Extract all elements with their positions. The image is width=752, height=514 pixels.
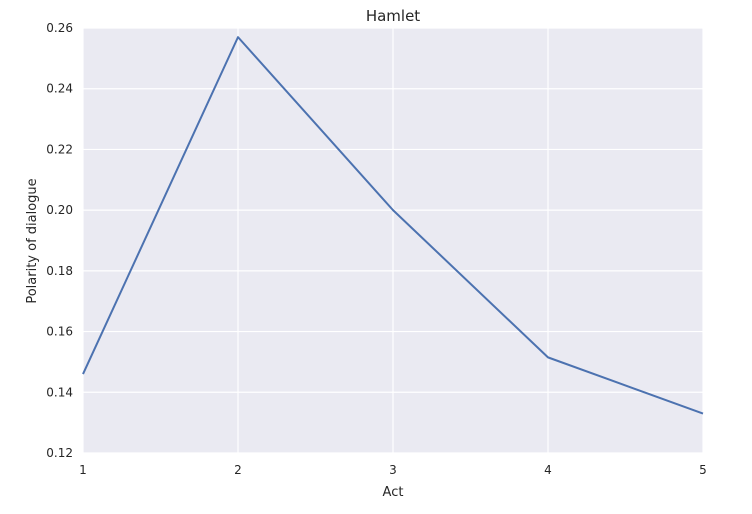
y-tick-label: 0.12 — [46, 446, 73, 460]
y-tick-labels: 0.12 0.14 0.16 0.18 0.20 0.22 0.24 0.26 — [46, 21, 73, 460]
x-tick-label: 2 — [234, 463, 242, 477]
y-tick-label: 0.20 — [46, 203, 73, 217]
x-tick-label: 1 — [79, 463, 87, 477]
series-line — [82, 36, 704, 415]
chart-title: Hamlet — [366, 7, 420, 25]
y-axis-label: Polarity of dialogue — [25, 178, 40, 303]
y-tick-label: 0.14 — [46, 385, 73, 399]
y-tick-label: 0.22 — [46, 142, 73, 156]
y-tick-label: 0.18 — [46, 264, 73, 278]
y-tick-label: 0.16 — [46, 325, 73, 339]
x-tick-label: 4 — [544, 463, 552, 477]
y-tick-label: 0.24 — [46, 82, 73, 96]
x-tick-label: 3 — [389, 463, 397, 477]
x-tick-label: 5 — [699, 463, 707, 477]
x-tick-labels: 1 2 3 4 5 — [79, 463, 707, 477]
series-layer — [82, 36, 704, 415]
x-axis-label: Act — [383, 485, 404, 500]
y-tick-label: 0.26 — [46, 21, 73, 35]
